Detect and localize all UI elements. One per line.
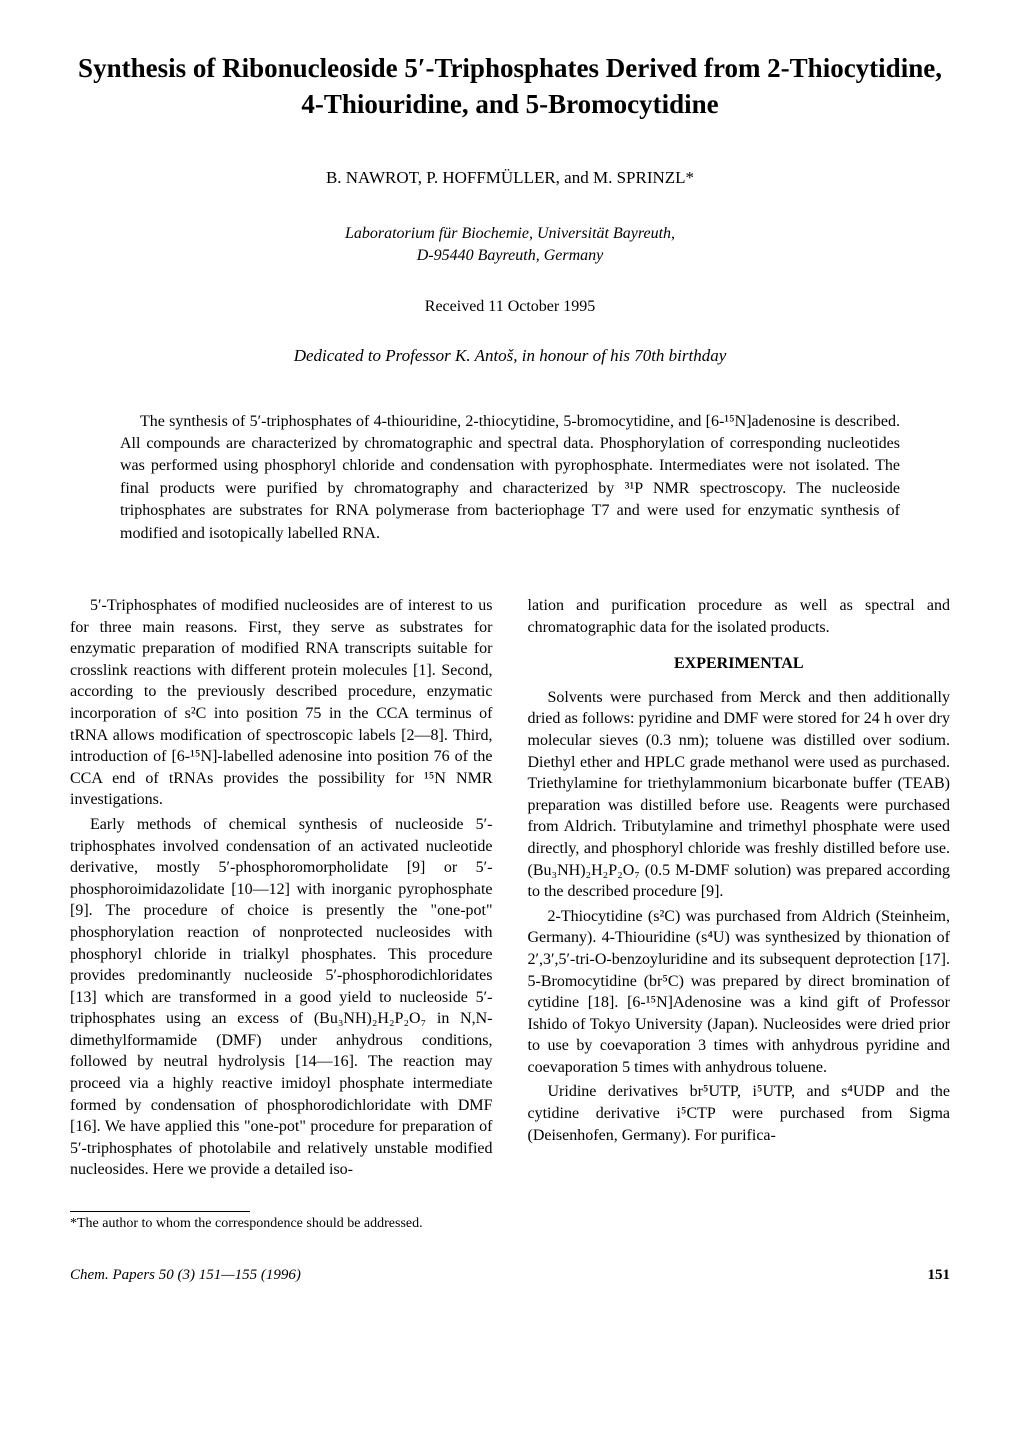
abstract: The synthesis of 5′-triphosphates of 4-t…	[120, 411, 900, 545]
received-date: Received 11 October 1995	[70, 298, 950, 316]
section-heading-experimental: EXPERIMENTAL	[528, 653, 951, 675]
footnote-text: *The author to whom the correspondence s…	[70, 1216, 423, 1231]
body-columns: 5′-Triphosphates of modified nucleosides…	[70, 595, 950, 1184]
body-paragraph: 5′-Triphosphates of modified nucleosides…	[70, 595, 493, 811]
body-paragraph: lation and purification procedure as wel…	[528, 595, 951, 638]
dedication: Dedicated to Professor K. Antoš, in hono…	[70, 346, 950, 366]
affiliation-line1: Laboratorium für Biochemie, Universität …	[345, 225, 675, 242]
paper-title: Synthesis of Ribonucleoside 5′-Triphosph…	[70, 50, 950, 123]
affiliation-line2: D-95440 Bayreuth, Germany	[417, 247, 603, 264]
affiliation: Laboratorium für Biochemie, Universität …	[70, 223, 950, 268]
authors: B. NAWROT, P. HOFFMÜLLER, and M. SPRINZL…	[70, 168, 950, 188]
left-column: 5′-Triphosphates of modified nucleosides…	[70, 595, 493, 1184]
body-paragraph: 2-Thiocytidine (s²C) was purchased from …	[528, 906, 951, 1079]
body-paragraph: Solvents were purchased from Merck and t…	[528, 687, 951, 903]
footnote: *The author to whom the correspondence s…	[70, 1206, 950, 1232]
journal-citation: Chem. Papers 50 (3) 151—155 (1996)	[70, 1267, 301, 1284]
body-paragraph: Early methods of chemical synthesis of n…	[70, 814, 493, 1181]
body-paragraph: Uridine derivatives br⁵UTP, i⁵UTP, and s…	[528, 1081, 951, 1146]
footnote-rule	[70, 1211, 250, 1212]
page-footer: Chem. Papers 50 (3) 151—155 (1996) 151	[70, 1267, 950, 1284]
right-column: lation and purification procedure as wel…	[528, 595, 951, 1184]
page-number: 151	[928, 1267, 951, 1284]
